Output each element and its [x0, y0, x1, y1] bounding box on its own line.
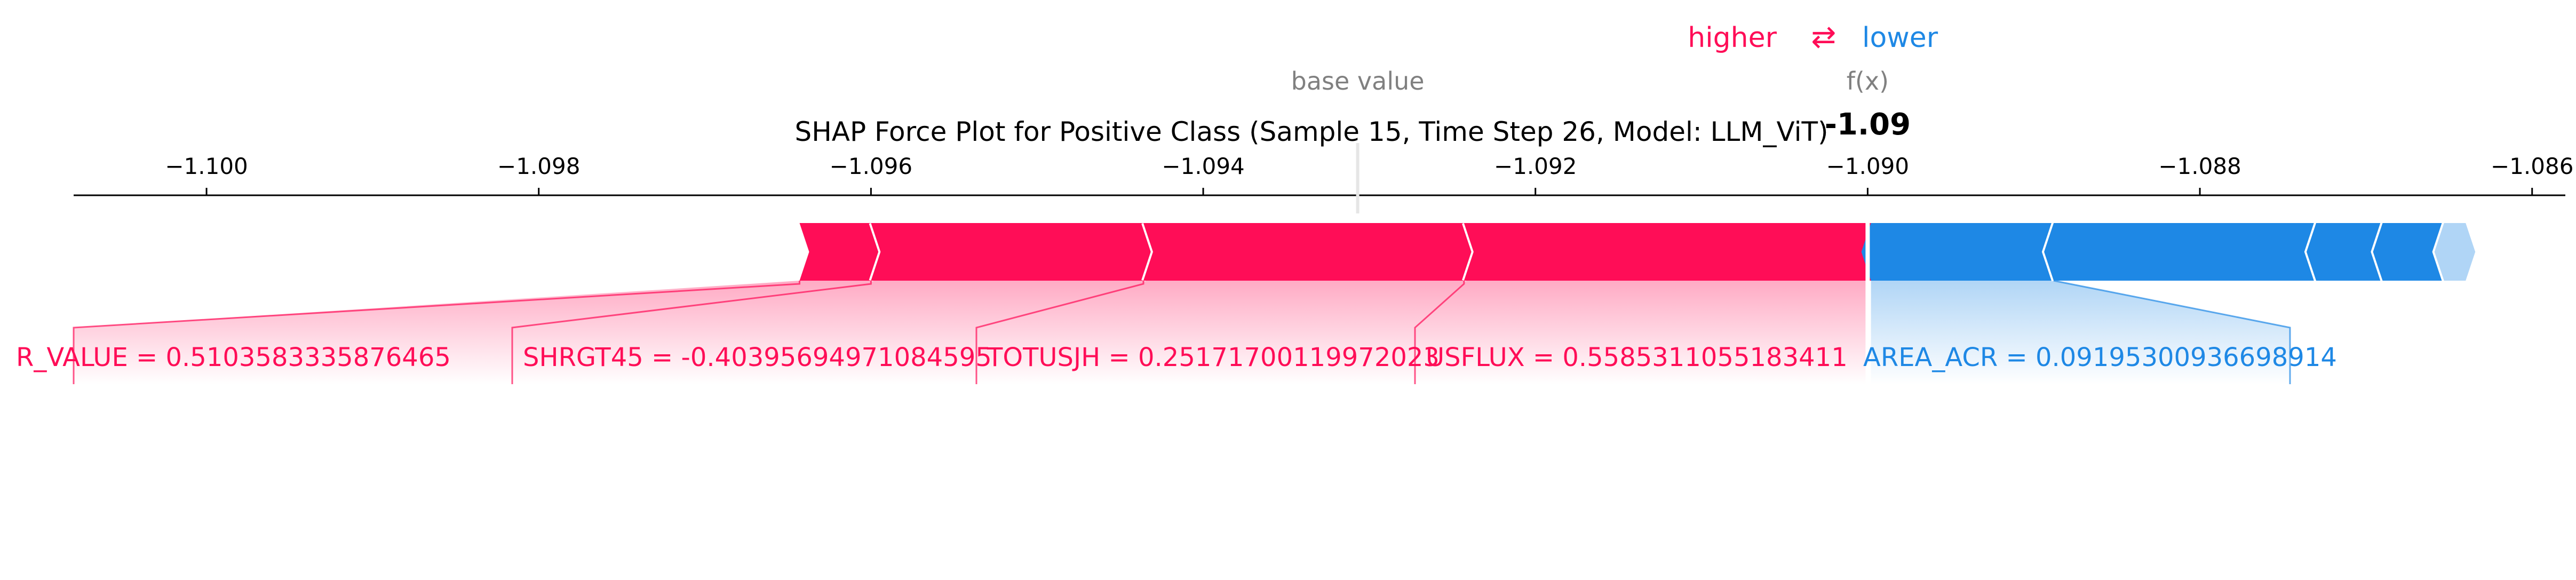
- negative-force-segment: [2434, 223, 2476, 281]
- negative-force-segment: [2373, 223, 2444, 281]
- x-tick-label: −1.092: [1494, 153, 1577, 179]
- output-value: -1.09: [1825, 107, 1911, 142]
- legend-higher-label: higher: [1688, 22, 1777, 54]
- chart-title: SHAP Force Plot for Positive Class (Samp…: [794, 116, 1828, 147]
- legend-lower-label: lower: [1862, 22, 1938, 54]
- x-tick-label: −1.096: [830, 153, 912, 179]
- feature-labels: R_VALUE = 0.5103583335876465 SHRGT45 = -0…: [16, 343, 2337, 372]
- x-axis-ticks: −1.100 −1.098 −1.096 −1.094 −1.092 −1.090 −1.0…: [165, 153, 2573, 195]
- negative-shading: [1871, 281, 2290, 384]
- feature-label: TOTUSJH = 0.25171700119972023: [987, 343, 1440, 372]
- x-tick-label: −1.100: [165, 153, 248, 179]
- segment-divider: [2432, 222, 2446, 282]
- positive-shading: [74, 281, 1868, 384]
- feature-connector: [2053, 280, 2291, 384]
- fx-label: f(x): [1847, 67, 1889, 96]
- negative-force-segment: [2307, 223, 2383, 281]
- x-tick-label: −1.098: [497, 153, 580, 179]
- negative-force-segment: [1861, 223, 2054, 281]
- x-tick-label: −1.088: [2158, 153, 2241, 179]
- force-bar: [799, 222, 2476, 384]
- legend-arrows-icon: ⇄: [1811, 20, 1836, 54]
- feature-label: SHRGT45 = -0.40395694971084595: [523, 343, 992, 372]
- positive-force-segment: [799, 223, 881, 281]
- feature-connectors: [73, 280, 2291, 384]
- feature-label: AREA_ACR = 0.09195300936698914: [1863, 343, 2337, 372]
- negative-force-segment: [2044, 223, 2316, 281]
- x-tick-label: −1.094: [1162, 153, 1244, 179]
- x-tick-label: −1.090: [1826, 153, 1909, 179]
- base-value-label: base value: [1291, 67, 1425, 96]
- positive-force-segment: [871, 223, 1153, 281]
- feature-label: USFLUX = 0.5585311055183411: [1426, 343, 1848, 372]
- feature-label: R_VALUE = 0.5103583335876465: [16, 343, 451, 372]
- positive-force-segment: [1143, 223, 1474, 281]
- positive-force-segment: [1464, 223, 1871, 281]
- x-tick-label: −1.086: [2491, 153, 2573, 179]
